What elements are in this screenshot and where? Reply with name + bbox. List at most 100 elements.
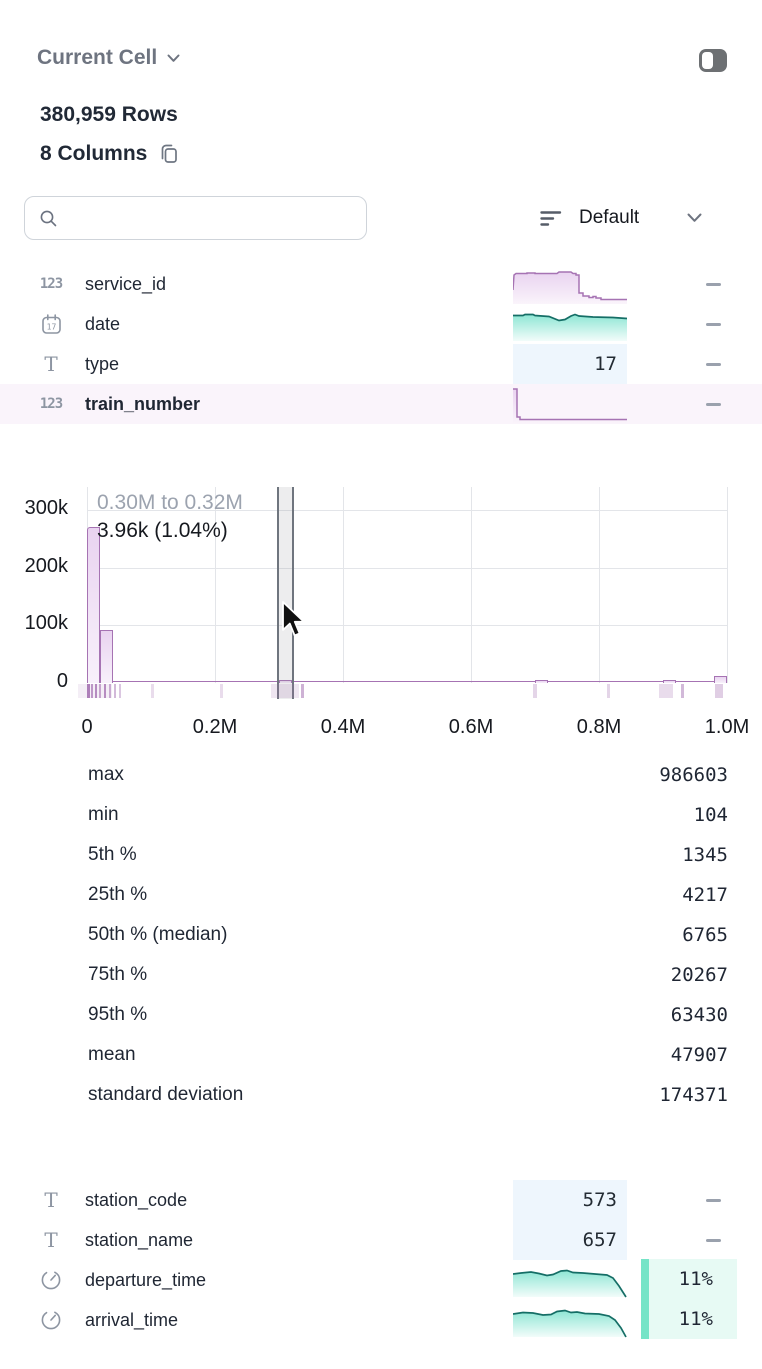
unique-count-badge: 17: [513, 344, 627, 384]
stat-value: 174371: [659, 1084, 728, 1106]
rug-tick: [607, 684, 611, 698]
rug-tick: [659, 684, 674, 698]
stat-label: 95th %: [88, 1004, 148, 1025]
stat-row: 95th % 63430: [0, 995, 762, 1035]
stat-row: 5th % 1345: [0, 835, 762, 875]
histogram-baseline: [87, 681, 727, 683]
rug-tick: [119, 684, 122, 698]
train-number-sparkline: [513, 384, 627, 424]
stat-label: min: [88, 804, 119, 825]
chevron-down-icon: [687, 213, 702, 222]
column-row-service-id[interactable]: 123 service_id: [0, 264, 762, 304]
column-name: service_id: [85, 273, 167, 294]
rug-tick: [680, 684, 684, 698]
rug-tick: [109, 684, 112, 698]
x-tick-label: 1.0M: [704, 716, 750, 738]
y-tick-label: 100k: [24, 612, 68, 635]
stat-value: 63430: [670, 1004, 728, 1026]
chevron-down-icon: [167, 54, 180, 62]
rug-tick: [219, 684, 223, 698]
x-tick-label: 0.8M: [576, 716, 622, 738]
null-indicator-dash: [706, 283, 721, 286]
null-indicator-dash: [706, 403, 721, 406]
text-type-icon: T: [44, 1188, 58, 1212]
departure-null-percent: 11%: [678, 1268, 713, 1290]
search-input[interactable]: [66, 196, 366, 240]
sort-selector[interactable]: Default: [540, 200, 736, 236]
train-number-histogram[interactable]: [87, 487, 728, 699]
y-tick-label: 300k: [24, 497, 68, 520]
stat-label: 5th %: [88, 844, 137, 865]
svg-text:17: 17: [46, 322, 56, 331]
scope-selector[interactable]: Current Cell: [37, 46, 180, 70]
service-id-sparkline: [513, 264, 627, 304]
x-tick-label: 0.2M: [192, 716, 238, 738]
rug-tick: [533, 684, 537, 698]
column-name: arrival_time: [85, 1309, 179, 1330]
search-box: [24, 196, 367, 240]
scope-selector-label: Current Cell: [37, 46, 158, 69]
rug-tick: [86, 684, 90, 698]
stat-label: mean: [88, 1044, 136, 1065]
horizontal-gridline: [87, 625, 727, 627]
stat-row: 75th % 20267: [0, 955, 762, 995]
histogram-bar[interactable]: [87, 526, 100, 683]
y-tick-label: 0: [56, 670, 68, 692]
column-row-station-name[interactable]: T station_name 657: [0, 1220, 762, 1260]
date-type-icon: 17: [36, 313, 66, 336]
histogram-bar[interactable]: [535, 680, 548, 683]
departure-time-sparkline: [513, 1260, 627, 1300]
stat-label: 75th %: [88, 964, 148, 985]
rug-tick: [99, 684, 102, 698]
percent-accent-bar: [641, 1259, 649, 1339]
stat-label: max: [88, 764, 124, 785]
stat-value: 6765: [682, 924, 728, 946]
stat-value: 986603: [659, 764, 728, 786]
column-count: 8 Columns: [40, 142, 148, 165]
histogram-rug: [77, 684, 727, 698]
column-row-type[interactable]: T type 17: [0, 344, 762, 384]
sort-selector-label: Default: [579, 207, 640, 228]
column-row-departure-time[interactable]: departure_time: [0, 1260, 762, 1300]
histogram-bar[interactable]: [99, 629, 113, 683]
null-indicator-dash: [706, 323, 721, 326]
stat-value: 4217: [682, 884, 728, 906]
histogram-bar[interactable]: [279, 680, 292, 683]
vertical-gridline: [343, 487, 344, 683]
time-type-icon: [36, 1309, 66, 1331]
column-row-date[interactable]: 17 date: [0, 304, 762, 344]
stat-row: 50th % (median) 6765: [0, 915, 762, 955]
horizontal-gridline: [87, 510, 727, 512]
column-row-station-code[interactable]: T station_code 573: [0, 1180, 762, 1220]
vertical-gridline: [215, 487, 216, 683]
x-tick-label: 0.6M: [448, 716, 494, 738]
column-row-train-number[interactable]: 123 train_number: [0, 384, 762, 424]
unique-count-badge: 573: [513, 1180, 627, 1220]
panel-toggle-icon[interactable]: [699, 49, 727, 72]
histogram-bar[interactable]: [714, 676, 727, 683]
copy-icon[interactable]: [159, 143, 179, 165]
column-row-arrival-time[interactable]: arrival_time: [0, 1300, 762, 1340]
rug-tick: [77, 684, 112, 698]
x-tick-label: 0.4M: [320, 716, 366, 738]
rug-tick: [301, 684, 305, 698]
rug-tick: [103, 684, 106, 698]
rug-tick: [94, 684, 97, 698]
hovered-bin-band: [277, 487, 294, 699]
x-tick-label: 0: [81, 716, 93, 738]
histogram-bar[interactable]: [663, 680, 676, 683]
rug-tick: [91, 684, 94, 698]
stat-label: 25th %: [88, 884, 148, 905]
arrival-time-sparkline: [513, 1300, 627, 1340]
stat-row: mean 47907: [0, 1035, 762, 1075]
null-indicator-dash: [706, 363, 721, 366]
stat-value: 1345: [682, 844, 728, 866]
vertical-gridline: [727, 487, 728, 683]
stat-value: 104: [693, 804, 728, 826]
arrival-null-percent: 11%: [678, 1308, 713, 1330]
stat-row: standard deviation 174371: [0, 1075, 762, 1115]
stat-label: 50th % (median): [88, 924, 228, 945]
sort-icon: [540, 210, 562, 226]
row-count: 380,959 Rows: [40, 103, 178, 126]
